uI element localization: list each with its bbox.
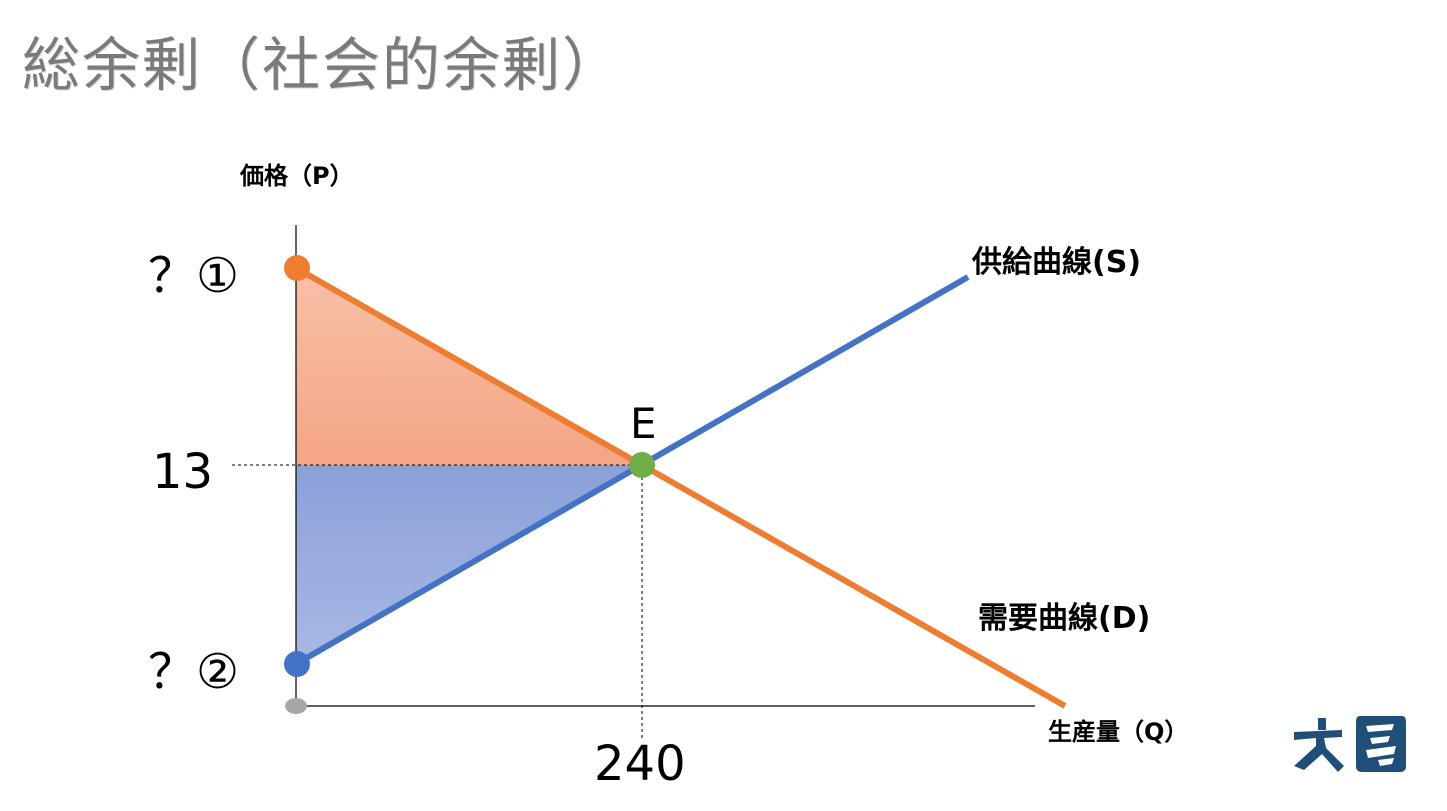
equilibrium-price-label: 13 [152,444,213,500]
equilibrium-quantity-label: 240 [594,736,686,792]
price-bottom-label: ？② [148,644,239,700]
equilibrium-point-label: E [630,399,657,448]
supply-curve-label: 供給曲線(S) [971,245,1141,280]
price-axis-label: 価格（P） [239,162,354,190]
price-top-label: ？① [148,248,239,304]
equilibrium-point [629,452,655,478]
quantity-axis-label: 生産量（Q） [1048,718,1188,746]
demand-intercept-point [284,255,310,281]
slide-title: 総余剰（社会的余剰） [22,31,623,99]
demand-curve [294,265,1067,709]
demand-curve-label: 需要曲線(D) [978,601,1150,636]
origin-point [285,698,307,714]
supply-intercept-point [284,651,310,677]
brand-logo [1294,716,1406,772]
